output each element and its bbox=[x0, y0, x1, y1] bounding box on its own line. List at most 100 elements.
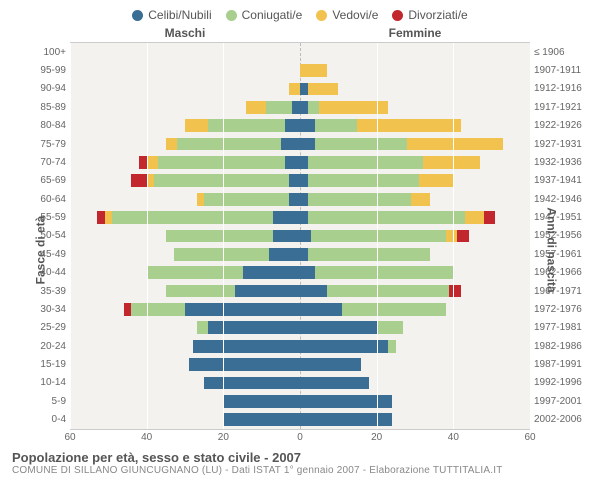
bar-pair bbox=[70, 117, 530, 135]
age-label: 35-39 bbox=[30, 286, 66, 297]
bar-segment-widowed bbox=[357, 119, 461, 132]
bar-segment-single bbox=[300, 266, 315, 279]
bar-pair bbox=[70, 80, 530, 98]
legend-item: Vedovi/e bbox=[316, 8, 378, 22]
bar-segment-single bbox=[193, 340, 300, 353]
age-row: 50-541952-1956 bbox=[70, 227, 530, 245]
bar-segment-divorced bbox=[457, 230, 468, 243]
male-half bbox=[70, 319, 300, 337]
male-half bbox=[70, 153, 300, 171]
bar-segment-married bbox=[166, 230, 273, 243]
female-half bbox=[300, 392, 530, 410]
female-half bbox=[300, 61, 530, 79]
bar-segment-married bbox=[308, 211, 465, 224]
bar-segment-single bbox=[273, 230, 300, 243]
x-tick-label: 60 bbox=[64, 432, 75, 443]
legend-label: Divorziati/e bbox=[408, 8, 467, 22]
bar-pair bbox=[70, 374, 530, 392]
bar-segment-married bbox=[315, 119, 357, 132]
bar-segment-single bbox=[300, 395, 392, 408]
bar-segment-single bbox=[223, 413, 300, 426]
age-label: 80-84 bbox=[30, 120, 66, 131]
bar-segment-married bbox=[308, 248, 431, 261]
age-label: 0-4 bbox=[30, 414, 66, 425]
column-headers: Maschi Femmine bbox=[0, 26, 600, 42]
bar-segment-married bbox=[208, 119, 285, 132]
gridline bbox=[377, 43, 378, 429]
bar-segment-married bbox=[158, 156, 285, 169]
birth-year-label: 1967-1971 bbox=[534, 286, 588, 297]
male-half bbox=[70, 98, 300, 116]
x-tick-label: 20 bbox=[218, 432, 229, 443]
birth-year-label: 1992-1996 bbox=[534, 377, 588, 388]
stacked-bar bbox=[189, 358, 300, 371]
bar-segment-married bbox=[177, 138, 280, 151]
legend: Celibi/NubiliConiugati/eVedovi/eDivorzia… bbox=[0, 0, 600, 26]
female-half bbox=[300, 300, 530, 318]
age-label: 10-14 bbox=[30, 377, 66, 388]
bar-segment-single bbox=[300, 174, 308, 187]
age-label: 100+ bbox=[30, 47, 66, 58]
stacked-bar bbox=[300, 321, 404, 334]
bar-pair bbox=[70, 172, 530, 190]
bar-segment-single bbox=[223, 395, 300, 408]
birth-year-label: 1932-1936 bbox=[534, 157, 588, 168]
birth-year-label: 1907-1911 bbox=[534, 65, 588, 76]
gridline bbox=[147, 43, 148, 429]
stacked-bar bbox=[300, 358, 361, 371]
x-tick-label: 40 bbox=[448, 432, 459, 443]
bar-pair bbox=[70, 227, 530, 245]
population-pyramid-chart: Celibi/NubiliConiugati/eVedovi/eDivorzia… bbox=[0, 0, 600, 500]
bar-segment-widowed bbox=[319, 101, 388, 114]
stacked-bar bbox=[223, 413, 300, 426]
age-row: 30-341972-1976 bbox=[70, 300, 530, 318]
female-half bbox=[300, 337, 530, 355]
bar-segment-married bbox=[311, 230, 445, 243]
rows-container: 100+≤ 190695-991907-191190-941912-191685… bbox=[70, 43, 530, 429]
stacked-bar bbox=[166, 285, 300, 298]
female-half bbox=[300, 264, 530, 282]
stacked-bar bbox=[174, 248, 301, 261]
bar-pair bbox=[70, 135, 530, 153]
bar-segment-single bbox=[300, 101, 308, 114]
male-half bbox=[70, 264, 300, 282]
bar-segment-widowed bbox=[147, 174, 155, 187]
male-half bbox=[70, 135, 300, 153]
bar-segment-single bbox=[300, 340, 388, 353]
age-label: 90-94 bbox=[30, 83, 66, 94]
female-half bbox=[300, 153, 530, 171]
male-half bbox=[70, 43, 300, 61]
age-label: 60-64 bbox=[30, 194, 66, 205]
stacked-bar bbox=[97, 211, 300, 224]
bar-segment-married bbox=[112, 211, 273, 224]
age-row: 45-491957-1961 bbox=[70, 245, 530, 263]
bar-segment-married bbox=[131, 303, 185, 316]
stacked-bar bbox=[139, 156, 300, 169]
bar-segment-married bbox=[388, 340, 396, 353]
male-half bbox=[70, 80, 300, 98]
bar-segment-single bbox=[285, 156, 300, 169]
age-row: 95-991907-1911 bbox=[70, 61, 530, 79]
stacked-bar bbox=[300, 248, 430, 261]
bar-segment-single bbox=[204, 377, 300, 390]
stacked-bar bbox=[193, 340, 300, 353]
gridline bbox=[453, 43, 454, 429]
bar-segment-single bbox=[208, 321, 300, 334]
bar-segment-divorced bbox=[449, 285, 461, 298]
age-label: 70-74 bbox=[30, 157, 66, 168]
bar-segment-single bbox=[273, 211, 300, 224]
female-half bbox=[300, 43, 530, 61]
bar-segment-widowed bbox=[465, 211, 484, 224]
stacked-bar bbox=[246, 101, 300, 114]
bar-segment-single bbox=[185, 303, 300, 316]
age-row: 15-191987-1991 bbox=[70, 355, 530, 373]
plot-area: 100+≤ 190695-991907-191190-941912-191685… bbox=[70, 42, 530, 430]
age-label: 25-29 bbox=[30, 322, 66, 333]
female-half bbox=[300, 98, 530, 116]
stacked-bar bbox=[300, 193, 430, 206]
age-row: 70-741932-1936 bbox=[70, 153, 530, 171]
bar-segment-married bbox=[377, 321, 404, 334]
female-half bbox=[300, 245, 530, 263]
legend-swatch bbox=[226, 10, 237, 21]
bar-pair bbox=[70, 264, 530, 282]
